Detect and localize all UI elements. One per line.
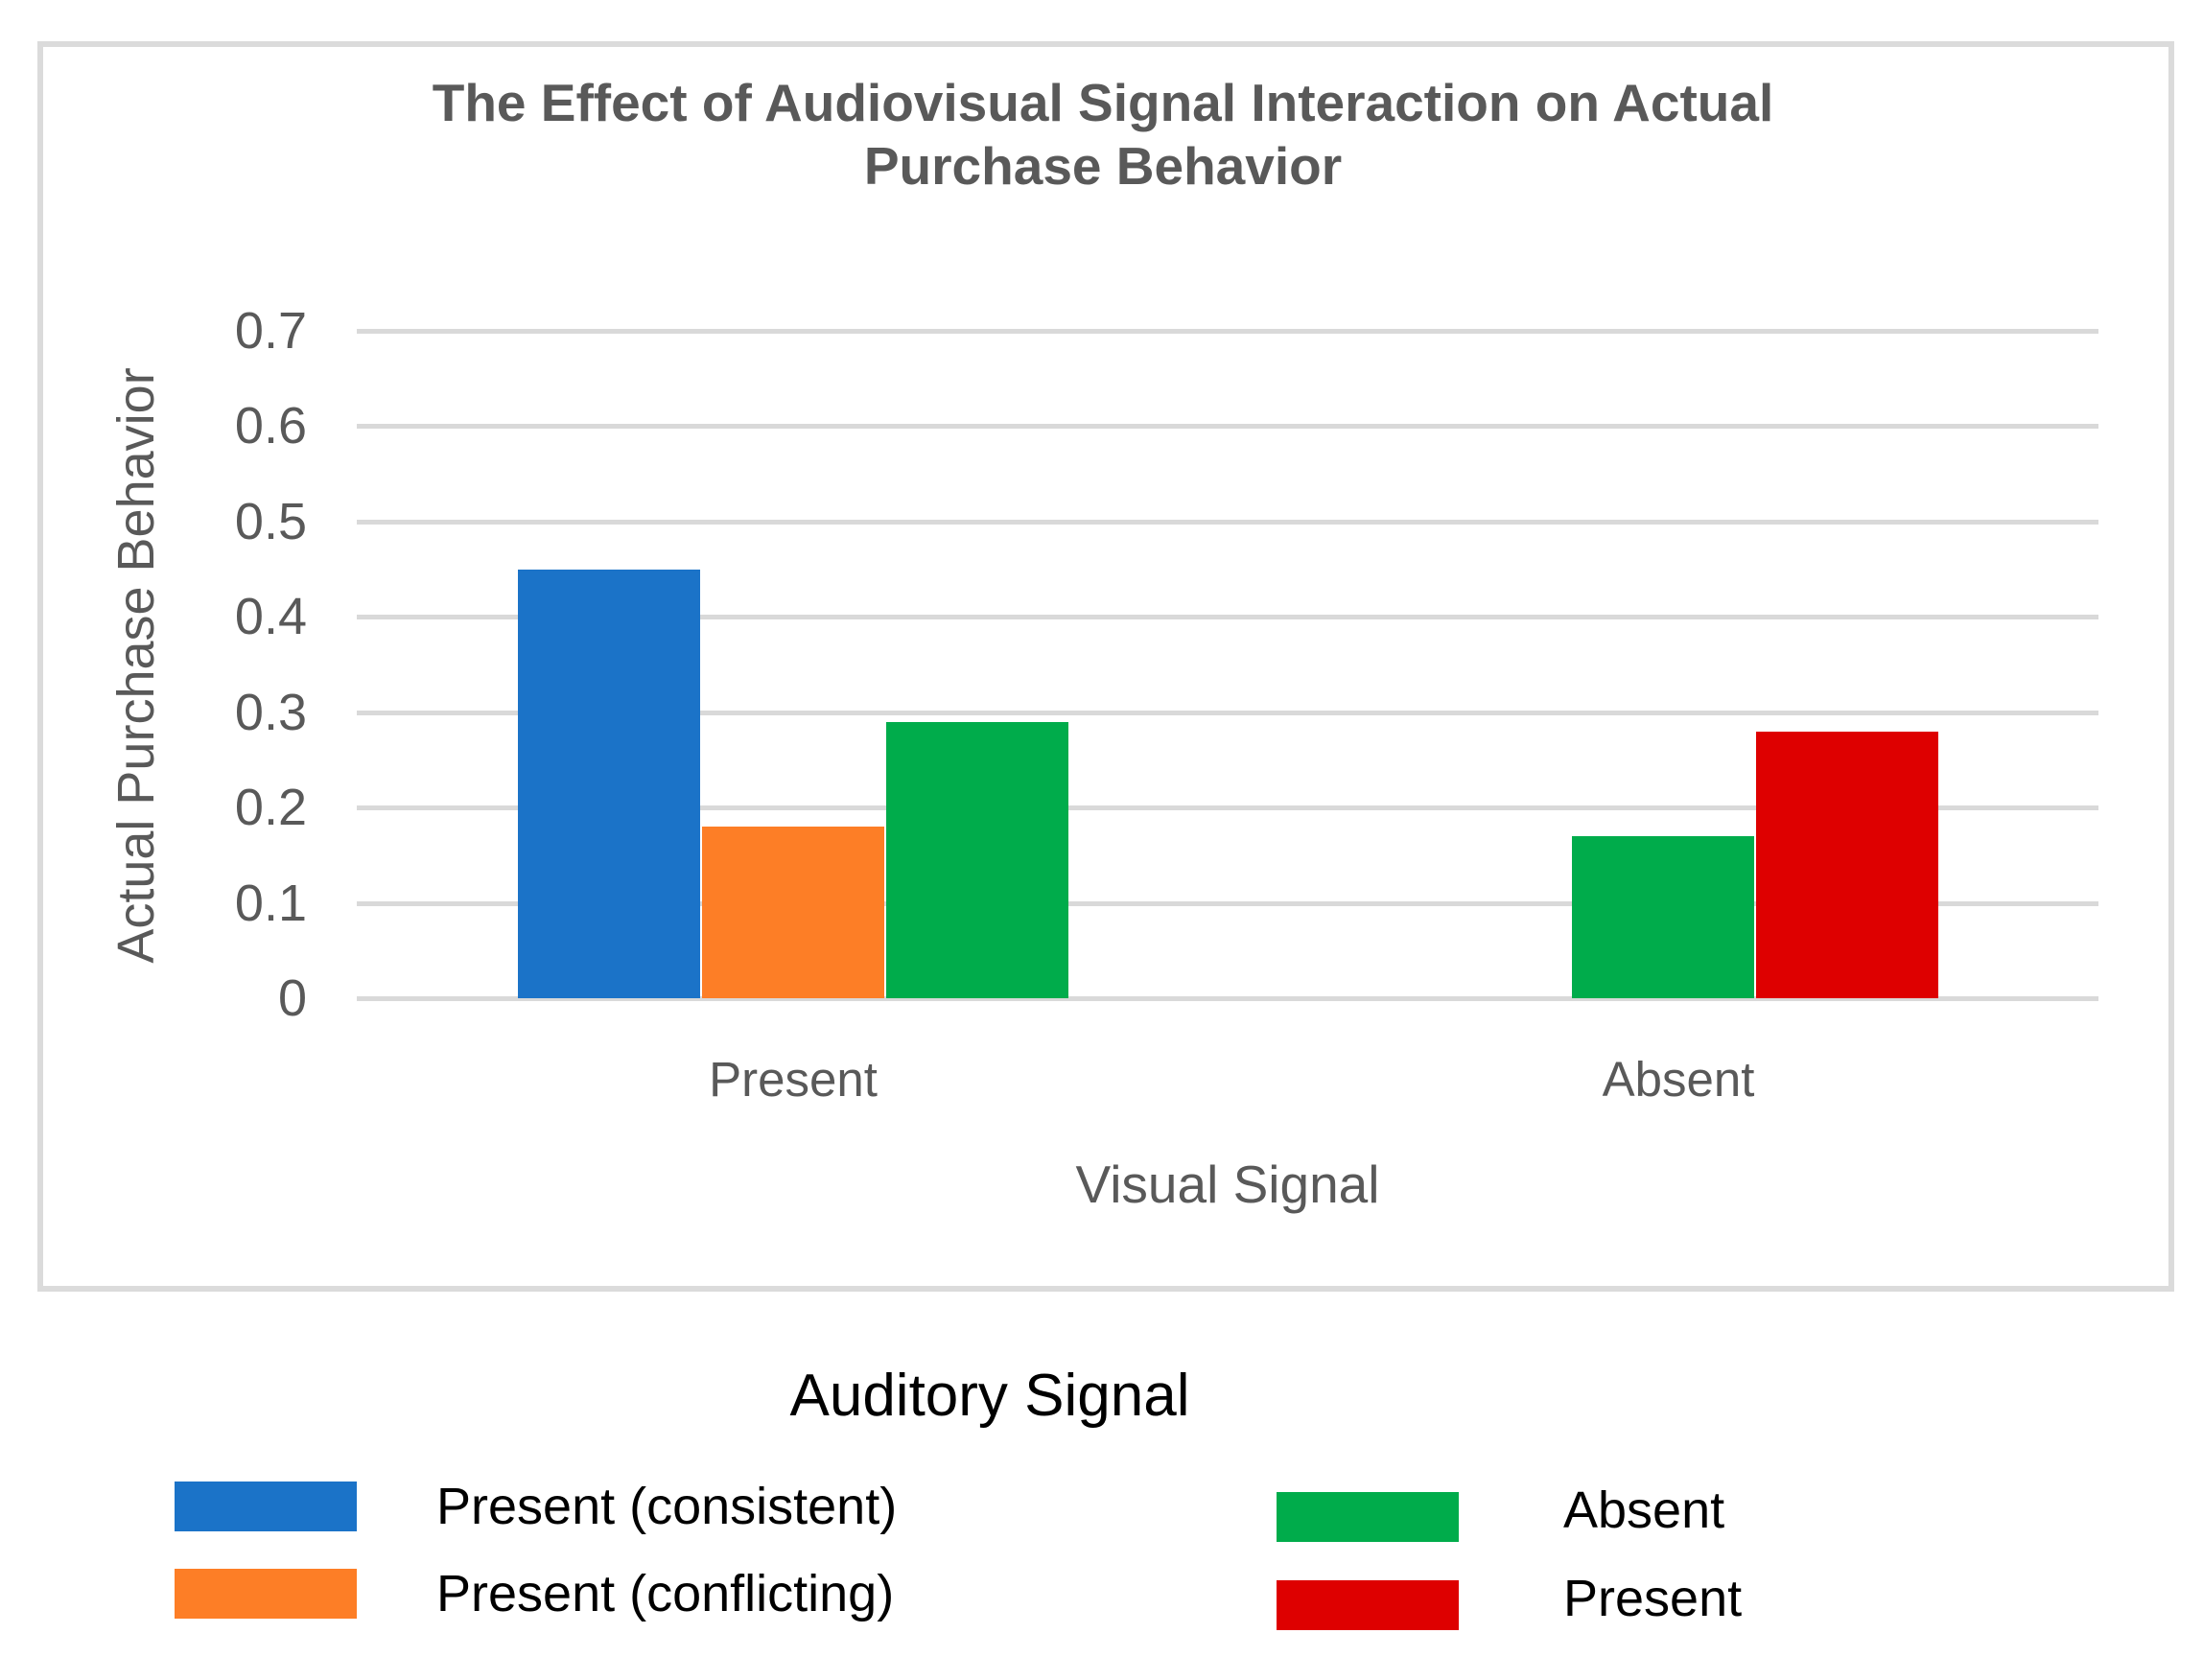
y-tick-0.7: 0.7	[234, 302, 307, 360]
y-tick-0.1: 0.1	[234, 874, 307, 932]
gridline-0.5	[357, 519, 2098, 525]
gridline-0.1	[357, 900, 2098, 906]
legend-swatch-present-consistent	[175, 1482, 357, 1531]
y-tick-0: 0	[277, 969, 307, 1027]
legend-label-present: Present	[1563, 1570, 1743, 1627]
chart-title: The Effect of Audiovisual Signal Interac…	[192, 71, 2014, 198]
y-tick-0.2: 0.2	[234, 779, 307, 837]
legend-swatch-present	[1277, 1580, 1459, 1630]
plot-area	[357, 329, 2098, 1001]
legend-label-absent: Absent	[1563, 1482, 1725, 1539]
bar-absent-absent	[1572, 835, 1754, 998]
gridline-0	[357, 996, 2098, 1001]
legend-title: Auditory Signal	[789, 1363, 1190, 1429]
y-tick-0.3: 0.3	[234, 683, 307, 741]
legend-swatch-absent	[1277, 1492, 1459, 1542]
y-tick-0.6: 0.6	[234, 397, 307, 455]
gridline-0.3	[357, 710, 2098, 715]
x-category-label-absent: Absent	[1602, 1052, 1755, 1107]
chart-title-line-2: Purchase Behavior	[863, 136, 1343, 196]
bar-absent-present	[886, 721, 1068, 998]
x-axis-title: Visual Signal	[1075, 1155, 1380, 1214]
gridline-0.2	[357, 805, 2098, 811]
x-category-label-present: Present	[709, 1052, 878, 1107]
bar-present-consistent-present	[518, 569, 700, 998]
legend-swatch-present-conflicting	[175, 1569, 357, 1619]
y-tick-0.5: 0.5	[234, 492, 307, 550]
chart-title-line-1: The Effect of Audiovisual Signal Interac…	[432, 73, 1774, 132]
y-tick-0.4: 0.4	[234, 588, 307, 646]
legend-label-present-conflicting: Present (conflicting)	[436, 1565, 895, 1622]
gridline-0.4	[357, 615, 2098, 620]
gridline-0.6	[357, 424, 2098, 430]
bar-present-absent	[1756, 731, 1938, 998]
bar-present-conflicting-present	[702, 827, 884, 998]
chart-frame	[37, 41, 2174, 1292]
legend-label-present-consistent: Present (consistent)	[436, 1478, 898, 1535]
gridline-0.7	[357, 329, 2098, 334]
